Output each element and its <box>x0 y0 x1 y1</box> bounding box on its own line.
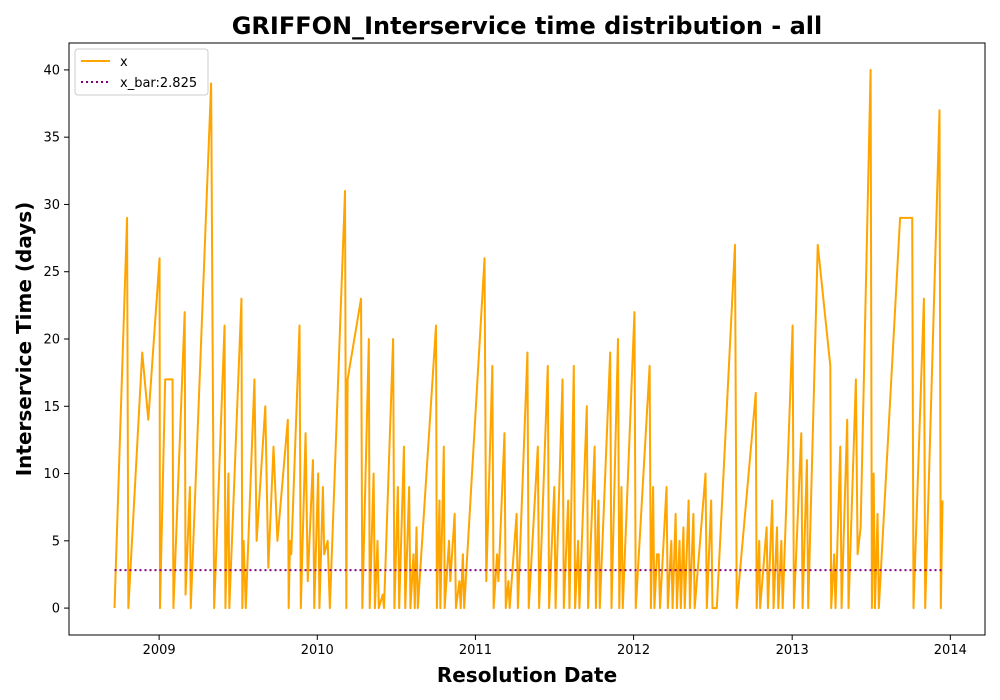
y-tick-label: 30 <box>43 198 60 213</box>
series-line-x <box>113 68 944 610</box>
legend: x x_bar:2.825 <box>74 48 209 96</box>
x-tick-label: 2012 <box>617 643 650 658</box>
y-axis-ticks: 0 5 10 15 20 25 30 35 40 <box>43 63 69 617</box>
chart-title: GRIFFON_Interservice time distribution -… <box>232 12 823 40</box>
legend-label-x: x <box>120 55 128 70</box>
y-tick-label: 0 <box>52 602 60 617</box>
x-tick-label: 2009 <box>143 643 176 658</box>
y-tick-label: 15 <box>43 400 60 415</box>
y-tick-label: 25 <box>43 265 60 280</box>
y-tick-label: 10 <box>43 467 60 482</box>
x-tick-label: 2011 <box>459 643 492 658</box>
y-tick-label: 5 <box>52 534 60 549</box>
x-axis-ticks: 2009 2010 2011 2012 2013 2014 <box>143 635 967 658</box>
series-layer <box>113 68 944 610</box>
x-axis-label: Resolution Date <box>437 663 617 687</box>
y-tick-label: 40 <box>43 63 60 78</box>
x-tick-label: 2013 <box>776 643 809 658</box>
y-tick-label: 35 <box>43 131 60 146</box>
plot-frame <box>68 42 986 636</box>
x-tick-label: 2010 <box>301 643 334 658</box>
x-tick-label: 2014 <box>934 643 967 658</box>
y-axis-label: Interservice Time (days) <box>12 202 36 477</box>
legend-label-x-bar: x_bar:2.825 <box>120 76 197 91</box>
y-tick-label: 20 <box>43 333 60 348</box>
